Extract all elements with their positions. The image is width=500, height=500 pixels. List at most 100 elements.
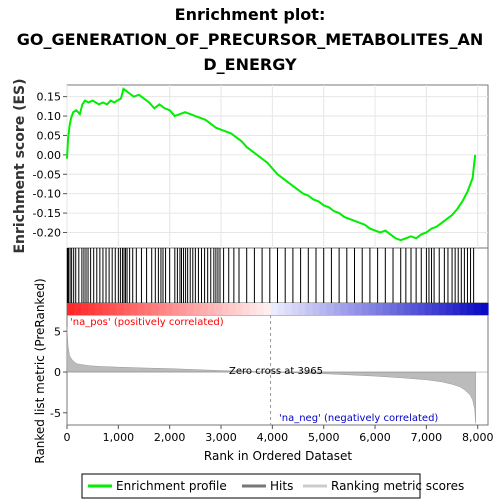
heatmap-cell (466, 303, 475, 315)
x-tick-label: 4,000 (257, 431, 289, 444)
heatmap-cell (291, 303, 300, 315)
heatmap-cell (459, 303, 468, 315)
heatmap-cell (158, 303, 166, 315)
heatmap-cell (214, 303, 222, 315)
heatmap-cell (368, 303, 377, 315)
heatmap-cell (284, 303, 293, 315)
es-panel (66, 84, 489, 249)
heatmap-cell (186, 303, 194, 315)
heatmap-cell (333, 303, 342, 315)
heatmap-cell (403, 303, 412, 315)
ranking-area-path (66, 327, 476, 424)
heatmap-cell (305, 303, 314, 315)
heatmap-cell (235, 303, 244, 315)
heatmap-cell (445, 303, 454, 315)
heatmap-cell (172, 303, 180, 315)
heatmap-cell (109, 303, 117, 315)
chart-title-line-3: D_ENERGY (203, 55, 297, 74)
heatmap-cell (340, 303, 349, 315)
x-tick-label: 1,000 (103, 431, 135, 444)
heatmap-cell (389, 303, 398, 315)
x-tick-label: 5,000 (308, 431, 340, 444)
es-tick-label: 0.00 (37, 149, 62, 162)
heatmap-cell (480, 303, 489, 315)
es-tick-label: -0.20 (33, 226, 61, 239)
ranking-metric-area (66, 327, 488, 424)
heatmap-cell (270, 303, 279, 315)
es-tick-label: 0.10 (37, 110, 62, 123)
heatmap-cell (123, 303, 131, 315)
heatmap-cell (396, 303, 405, 315)
heatmap-cell (67, 303, 75, 315)
hit-markers (67, 248, 475, 303)
es-tick-label: -0.10 (33, 188, 61, 201)
heatmap-cell (81, 303, 89, 315)
x-tick-label: 8,000 (462, 431, 494, 444)
heatmap-cell (130, 303, 138, 315)
heatmap-cell (249, 303, 258, 315)
heatmap-cell (347, 303, 356, 315)
heatmap-cell (242, 303, 251, 315)
es-tick-label: -0.05 (33, 168, 61, 181)
es-tick-label: 0.15 (37, 91, 62, 104)
heatmap-cell (473, 303, 482, 315)
x-tick-label: 6,000 (359, 431, 391, 444)
heatmap-cell (361, 303, 370, 315)
ranking-y-ticks: 5 0 -5 (50, 325, 67, 420)
heatmap-cell (319, 303, 328, 315)
enrichment-profile (66, 87, 477, 242)
ranking-heatmap-bar (67, 303, 489, 315)
heatmap-cell (228, 303, 236, 315)
heatmap-cell (151, 303, 159, 315)
heatmap-cell (193, 303, 201, 315)
x-tick-label: 0 (64, 431, 71, 444)
heatmap-cell (417, 303, 426, 315)
heatmap-cell (410, 303, 419, 315)
legend-label-hits: Hits (270, 479, 293, 493)
na-neg-label: 'na_neg' (negatively correlated) (279, 413, 438, 424)
heatmap-cell (88, 303, 96, 315)
es-gridlines (66, 85, 488, 248)
heatmap-cell (431, 303, 440, 315)
legend-label-enrichment-profile: Enrichment profile (116, 479, 227, 493)
chart-title-line-1: Enrichment plot: (175, 5, 326, 24)
ranking-tick-label: -5 (50, 407, 61, 420)
legend-label-ranking: Ranking metric scores (331, 479, 464, 493)
na-pos-label: 'na_pos' (positively correlated) (70, 317, 224, 328)
heatmap-cell (452, 303, 461, 315)
heatmap-cell (74, 303, 82, 315)
heatmap-cell (256, 303, 265, 315)
x-tick-label: 7,000 (411, 431, 443, 444)
heatmap-cell (137, 303, 145, 315)
x-axis-label: Rank in Ordered Dataset (204, 449, 352, 463)
es-tick-label: -0.15 (33, 207, 61, 220)
heatmap-cell (144, 303, 152, 315)
chart-title-line-2: GO_GENERATION_OF_PRECURSOR_METABOLITES_A… (17, 30, 483, 49)
heatmap-cell (165, 303, 173, 315)
ranking-tick-label: 0 (54, 366, 61, 379)
heatmap-cell (312, 303, 321, 315)
enrichment-profile-line (66, 87, 477, 242)
heatmap-cell (298, 303, 307, 315)
ranking-axis-label: Ranked list metric (PreRanked) (33, 278, 47, 463)
heatmap-cell (354, 303, 363, 315)
heatmap-cell (424, 303, 433, 315)
heatmap-cell (382, 303, 391, 315)
ranking-tick-label: 5 (54, 325, 61, 338)
x-tick-label: 2,000 (154, 431, 186, 444)
heatmap-cell (438, 303, 447, 315)
heatmap-cell (200, 303, 208, 315)
es-y-ticks: 0.15 0.10 0.05 0.00 -0.05 -0.10 -0.15 -0.20 (33, 91, 67, 239)
heatmap-cell (263, 303, 272, 315)
heatmap-cell (179, 303, 187, 315)
legend-box (81, 473, 421, 499)
es-tick-label: 0.05 (37, 129, 62, 142)
heatmap-cell (326, 303, 335, 315)
heatmap-cell (207, 303, 215, 315)
heatmap-cell (102, 303, 110, 315)
legend: Enrichment profile Hits Ranking metric s… (81, 473, 464, 499)
zero-cross-label: Zero cross at 3965 (229, 366, 323, 377)
heatmap-cell (221, 303, 229, 315)
heatmap-cell (95, 303, 103, 315)
